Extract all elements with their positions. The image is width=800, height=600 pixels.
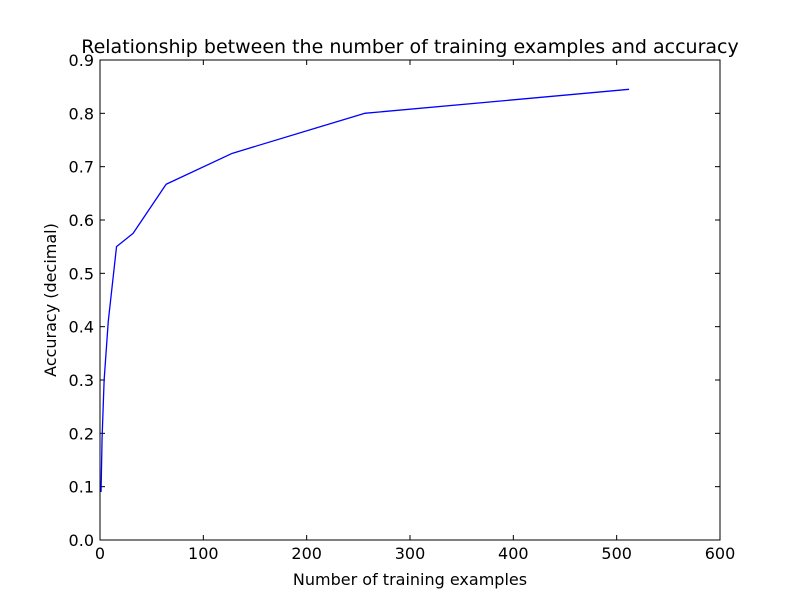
plot-area (100, 60, 720, 540)
y-tick-label: 0.1 (69, 478, 94, 497)
y-tick-label: 0.4 (69, 318, 94, 337)
x-axis-label: Number of training examples (293, 570, 527, 589)
x-tick-label: 200 (291, 544, 322, 563)
chart-title: Relationship between the number of train… (81, 36, 739, 58)
y-tick-label: 0.7 (69, 158, 94, 177)
x-tick-label: 300 (395, 544, 426, 563)
x-tick-label: 400 (498, 544, 529, 563)
series-line (100, 88, 630, 493)
y-tick-label: 0.0 (69, 531, 94, 550)
y-tick-label: 0.9 (69, 51, 94, 70)
y-tick-label: 0.6 (69, 211, 94, 230)
x-tick-label: 0 (95, 544, 105, 563)
y-tick-label: 0.3 (69, 371, 94, 390)
series-group (100, 88, 630, 493)
x-tick-label: 100 (188, 544, 219, 563)
plot-frame (99, 59, 721, 541)
y-tick-label: 0.8 (69, 104, 94, 123)
y-tick-label: 0.2 (69, 424, 94, 443)
axis-ticks: 0 100 200 300 400 500 600 0.0 0.1 0.2 0.3 0.4 0.5 0.6… (69, 51, 736, 563)
y-tick-label: 0.5 (69, 264, 94, 283)
x-tick-label: 500 (601, 544, 632, 563)
x-tick-label: 600 (705, 544, 736, 563)
y-axis-label: Accuracy (decimal) (41, 223, 60, 377)
